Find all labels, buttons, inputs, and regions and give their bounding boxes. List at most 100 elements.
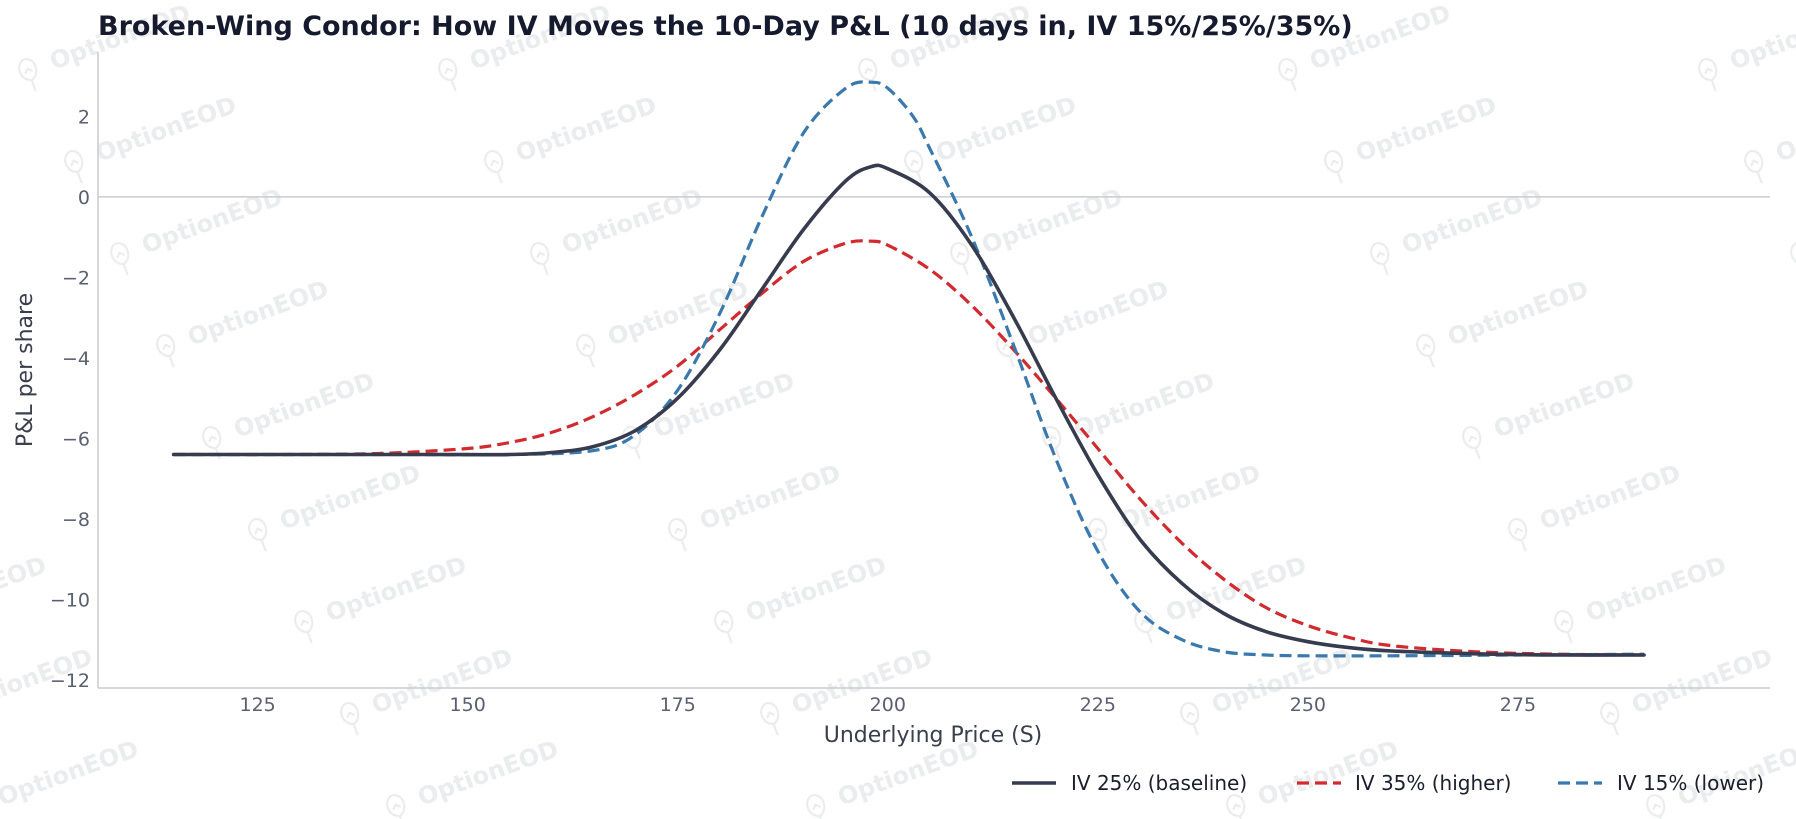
watermark-text: OptionEOD [1398,183,1546,260]
watermark-text: OptionEOD [414,735,562,812]
bulb-icon [668,518,688,552]
bulb-icon [1088,518,1108,552]
y-tick-label-1: 0 [78,187,90,209]
watermark: OptionEOD [1462,367,1638,460]
bulb-icon [1554,610,1574,644]
chart-title: Broken-Wing Condor: How IV Moves the 10-… [98,11,1353,42]
watermark: OptionEOD [1554,551,1730,644]
watermark-text: OptionEOD [368,643,516,720]
watermark: OptionEOD [1416,275,1592,368]
watermark: OptionEOD [156,275,332,368]
bulb-icon [294,610,314,644]
y-tick-label-0: 2 [78,106,90,128]
x-tick-labels: 125 150 175 200 225 250 275 [240,694,1537,716]
watermark-text: OptionEOD [1490,367,1638,444]
watermark: OptionEOD [484,91,660,184]
watermark: OptionEOD [386,735,562,819]
watermark-text: OptionEOD [1352,91,1500,168]
watermark-text: OptionEOD [1116,459,1264,536]
watermark-text: OptionEOD [322,551,470,628]
watermark: OptionEOD [0,735,142,812]
bulb-icon [1600,702,1620,736]
watermark: OptionEOD [810,0,991,2]
watermark: OptionEOD [622,367,798,460]
legend-label-baseline: IV 25% (baseline) [1071,771,1247,795]
bulb-icon [1790,242,1796,276]
watermark-text: OptionEOD [0,735,142,812]
watermark: OptionEOD [668,459,844,552]
bulb-icon [1278,58,1298,92]
watermark: OptionEOD [202,367,378,460]
watermark: OptionEOD [1230,0,1411,2]
series-layer [171,80,1646,658]
bulb-icon [1416,334,1436,368]
bulb-icon [530,242,550,276]
bulb-icon [806,794,826,819]
bulb-icon [156,334,176,368]
watermark: OptionEOD [1508,459,1684,552]
bulb-icon [1462,426,1482,460]
bulb-icon [810,0,837,2]
x-tick-label-200: 200 [870,694,906,716]
bulb-icon [1744,150,1764,184]
watermark-text: OptionEOD [742,551,890,628]
watermark: OptionEOD [340,643,516,736]
bulb-icon [1230,0,1257,2]
bulb-icon [1508,518,1528,552]
watermark-text: OptionEOD [604,275,752,352]
watermark-text: OptionEOD [92,91,240,168]
watermark-text: OptionEOD [230,367,378,444]
bulb-icon [248,518,268,552]
y-axis-label: P&L per share [13,293,38,447]
x-tick-label-150: 150 [450,694,486,716]
bulb-icon [64,150,84,184]
watermark-text: OptionEOD [1582,551,1730,628]
legend: IV 25% (baseline) IV 35% (higher) IV 15%… [1012,771,1764,795]
bulb-icon [1134,610,1154,644]
watermark: OptionEOD [1600,643,1776,736]
bulb-icon [484,150,504,184]
watermark-text: OptionEOD [184,275,332,352]
watermark-text: OptionEOD [558,183,706,260]
y-tick-label-2: −2 [62,267,90,289]
x-tick-label-250: 250 [1290,694,1326,716]
watermark: OptionEOD [390,0,571,2]
watermark: OptionEOD [1744,91,1796,184]
y-tick-label-4: −6 [62,428,90,450]
watermark: OptionEOD [1180,643,1356,736]
bulb-icon [340,702,360,736]
watermark: OptionEOD [1324,91,1500,184]
bulb-icon [1646,794,1666,819]
watermark-text: OptionEOD [1024,275,1172,352]
watermark: OptionEOD [1698,0,1796,92]
watermark-text: OptionEOD [1070,367,1218,444]
watermark: OptionEOD [1650,0,1796,2]
watermark: OptionEOD [1790,242,1796,276]
watermark-text: OptionEOD [1726,0,1796,75]
legend-label-higher: IV 35% (higher) [1355,771,1511,795]
bulb-icon [386,794,406,819]
watermark: OptionEOD [714,551,890,644]
watermark: OptionEOD [1042,367,1218,460]
y-tick-label-3: −4 [62,348,90,370]
watermark: OptionEOD [294,551,470,644]
bulb-icon [202,426,222,460]
watermark-text: OptionEOD [1772,91,1796,168]
y-tick-labels: 2 0 −2 −4 −6 −8 −10 −12 [50,106,90,692]
watermark-text: OptionEOD [932,91,1080,168]
bulb-icon [904,150,924,184]
watermark: OptionEOD [996,275,1172,368]
bulb-icon [858,58,878,92]
bulb-icon [950,242,970,276]
watermark-text: OptionEOD [512,91,660,168]
bulb-icon [438,58,458,92]
watermark: OptionEOD [0,459,4,536]
bulb-icon [760,702,780,736]
watermark-text: OptionEOD [138,183,286,260]
bulb-icon [1324,150,1344,184]
watermark-text: OptionEOD [0,459,4,536]
x-tick-label-175: 175 [660,694,696,716]
watermark: OptionEOD [1134,551,1310,644]
series-line-iv25-baseline [171,163,1646,657]
